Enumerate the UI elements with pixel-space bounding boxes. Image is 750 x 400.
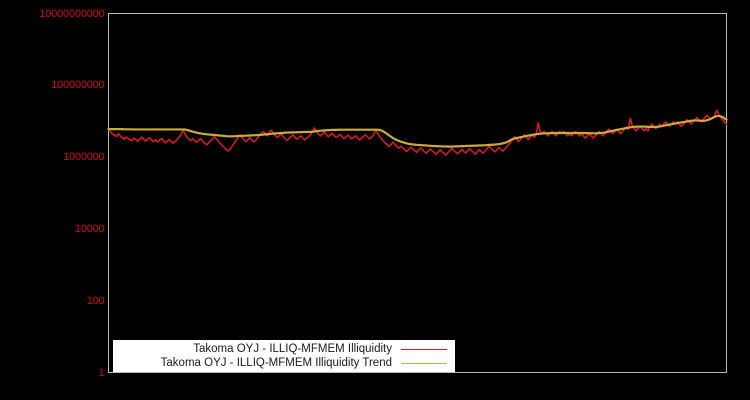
y-tick-label: 10000000000 <box>39 7 105 20</box>
y-tick-label: 1000000 <box>63 151 105 164</box>
legend-item-trend: Takoma OYJ - ILLIQ-MFMEM Illiquidity Tre… <box>121 356 447 370</box>
y-tick-label: 100 <box>86 294 105 307</box>
plot-frame <box>108 13 727 373</box>
legend-label-series: Takoma OYJ - ILLIQ-MFMEM Illiquidity <box>193 343 392 355</box>
series-line-illiquidity-trend <box>107 114 728 148</box>
series-line-illiquidity <box>107 109 728 156</box>
y-tick-label: 10000 <box>74 222 105 235</box>
legend-label-trend: Takoma OYJ - ILLIQ-MFMEM Illiquidity Tre… <box>160 357 392 369</box>
y-tick-label: 100000000 <box>51 79 105 92</box>
legend-swatch-trend-icon <box>401 362 447 364</box>
y-tick-label: 1 <box>98 366 105 379</box>
legend-item-series: Takoma OYJ - ILLIQ-MFMEM Illiquidity <box>121 342 447 356</box>
series-layer <box>107 109 728 156</box>
chart-legend: Takoma OYJ - ILLIQ-MFMEM Illiquidity Tak… <box>113 340 455 372</box>
legend-swatch-series-icon <box>401 348 447 350</box>
